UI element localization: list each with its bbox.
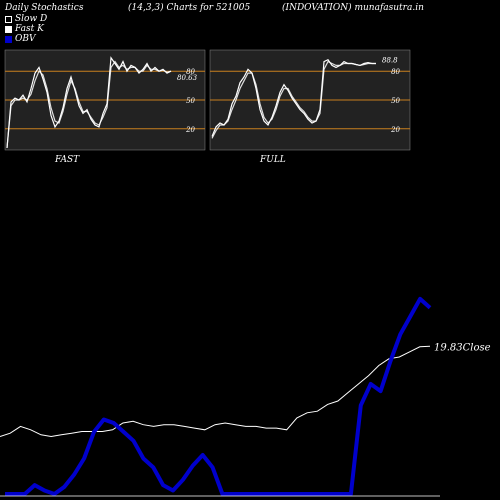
legend-fast-k-label: Fast K — [15, 24, 44, 34]
stoch-line-slow-d — [6, 60, 172, 149]
fast-k-swatch — [5, 25, 12, 33]
obv-line — [5, 296, 432, 496]
y-tick-label-50: 50 — [391, 97, 400, 105]
panel-title: FAST — [54, 155, 80, 165]
close-price-line — [0, 345, 431, 438]
panel-title: FULL — [259, 155, 286, 165]
header-left: Daily Stochastics — [5, 3, 84, 13]
close-price-label: 19.83Close — [434, 342, 491, 353]
header-right: (INDOVATION) munafasutra.in — [282, 3, 424, 13]
last-value-label: 80.63 — [177, 74, 198, 82]
y-tick-label-20: 20 — [390, 126, 400, 134]
obv-swatch — [5, 35, 12, 43]
legend-slow-d: Slow D — [5, 14, 47, 24]
slow-d-swatch — [5, 15, 12, 23]
last-value-label: 88.8 — [382, 57, 398, 65]
legend-obv: OBV — [5, 34, 36, 44]
y-tick-label-50: 50 — [186, 97, 195, 105]
legend-obv-label: OBV — [15, 34, 36, 44]
header-middle: (14,3,3) Charts for 521005 — [128, 3, 251, 13]
legend-slow-d-label: Slow D — [15, 14, 48, 24]
y-tick-label-80: 80 — [186, 68, 195, 76]
stoch-line-slow-d — [211, 60, 376, 139]
y-tick-label-20: 20 — [185, 126, 195, 134]
y-tick-label-80: 80 — [391, 68, 400, 76]
legend-fast-k: Fast K — [5, 24, 44, 34]
